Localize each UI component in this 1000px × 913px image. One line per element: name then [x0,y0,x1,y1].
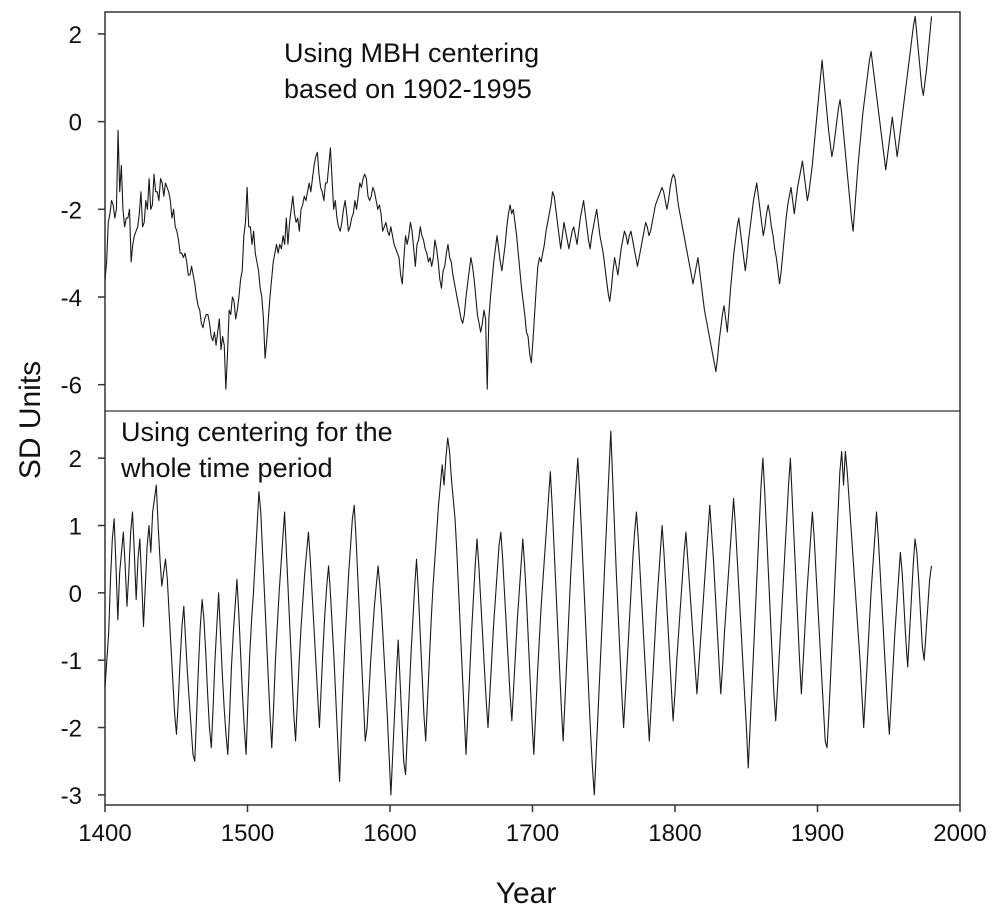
x-axis: 1400 1500 1600 1700 1800 1900 2000 [78,805,987,847]
top-panel-y-axis: 2 0 -2 -4 -6 [61,22,105,400]
x-tick-label: 1400 [78,820,131,847]
x-tick-label: 2000 [933,820,986,847]
top-panel-y-tick-label: 2 [69,22,82,49]
bottom-panel-y-axis: 2 1 0 -1 -2 -3 [61,446,105,810]
top-panel-y-tick-label: -2 [61,197,82,224]
top-panel-y-tick-label: -4 [61,285,82,312]
x-tick-label: 1900 [791,820,844,847]
top-panel-y-tick-label: -6 [61,373,82,400]
bottom-panel-y-tick-label: 1 [69,513,82,540]
top-annotation-line-2: based on 1902-1995 [284,74,532,104]
x-tick-label: 1700 [506,820,559,847]
bottom-panel-y-tick-label: -1 [61,648,82,675]
bottom-annotation-line-1: Using centering for the [121,417,393,447]
top-annotation-line-1: Using MBH centering [284,38,539,68]
x-axis-title: Year [496,877,557,910]
bottom-panel-y-tick-label: -2 [61,716,82,743]
x-tick-label: 1500 [221,820,274,847]
x-tick-label: 1800 [648,820,701,847]
top-panel-series-line [104,15,933,390]
x-tick-label: 1600 [363,820,416,847]
bottom-panel-series-line [104,430,933,796]
bottom-annotation-line-2: whole time period [120,453,333,483]
bottom-panel-y-tick-label: 0 [69,581,82,608]
bottom-panel-y-tick-label: -3 [61,783,82,810]
bottom-panel-y-tick-label: 2 [69,446,82,473]
y-axis-title: SD Units [14,361,47,479]
top-panel-y-tick-label: 0 [69,110,82,137]
